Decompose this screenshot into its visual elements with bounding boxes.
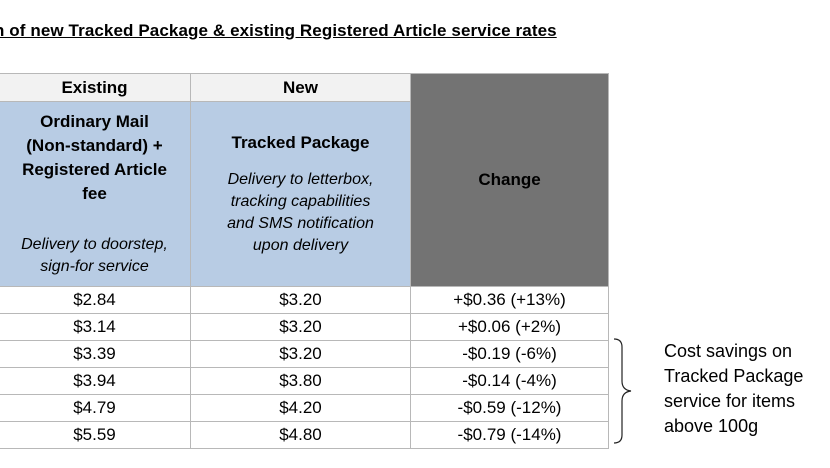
existing-service-note-2: sign-for service <box>40 258 149 275</box>
change-cell: -$0.19 (-6%) <box>410 340 609 368</box>
table-row: $3.39 $3.20 -$0.19 (-6%) <box>0 340 609 368</box>
existing-service-description: Ordinary Mail (Non-standard) + Registere… <box>0 101 191 287</box>
note-line-2: Tracked Package <box>664 366 804 386</box>
new-service-note-1: Delivery to letterbox, <box>227 171 374 188</box>
existing-service-line-4: fee <box>82 184 107 203</box>
table-row: $3.14 $3.20 +$0.06 (+2%) <box>0 313 609 341</box>
new-service-note-3: and SMS notification <box>227 215 374 232</box>
change-cell: -$0.79 (-14%) <box>410 421 609 449</box>
existing-service-note-1: Delivery to doorstep, <box>21 236 168 253</box>
existing-rate-cell: $3.14 <box>0 313 191 341</box>
existing-rate-cell: $5.59 <box>0 421 191 449</box>
brace-path <box>613 338 632 444</box>
new-service-note-2: tracking capabilities <box>230 193 371 210</box>
cost-savings-note: Cost savings on Tracked Package service … <box>664 339 803 439</box>
change-column-header: Change <box>410 73 609 287</box>
new-service-note-4: upon delivery <box>252 237 349 254</box>
existing-rate-cell: $2.84 <box>0 286 191 314</box>
spacer <box>191 155 410 169</box>
new-rate-cell: $3.80 <box>190 367 411 395</box>
change-cell: -$0.14 (-4%) <box>410 367 609 395</box>
table-description-row: Ordinary Mail (Non-standard) + Registere… <box>0 101 609 287</box>
new-rate-cell: $4.80 <box>190 421 411 449</box>
new-rate-cell: $3.20 <box>190 313 411 341</box>
table-row: $3.94 $3.80 -$0.14 (-4%) <box>0 367 609 395</box>
document-title: n of new Tracked Package & existing Regi… <box>0 21 557 40</box>
new-service-title: Tracked Package <box>231 133 370 152</box>
note-line-1: Cost savings on <box>664 341 793 361</box>
new-service-description: Tracked Package Delivery to letterbox, t… <box>190 101 411 287</box>
existing-service-line-3: Registered Article <box>22 160 167 179</box>
existing-service-line-1: Ordinary Mail <box>40 112 149 131</box>
new-rate-cell: $3.20 <box>190 340 411 368</box>
existing-service-line-2: (Non-standard) + <box>26 136 163 155</box>
change-cell: +$0.36 (+13%) <box>410 286 609 314</box>
table-row: $4.79 $4.20 -$0.59 (-12%) <box>0 394 609 422</box>
existing-rate-cell: $3.94 <box>0 367 191 395</box>
spacer <box>0 206 190 234</box>
table-row: $5.59 $4.80 -$0.79 (-14%) <box>0 421 609 449</box>
rates-table: Existing New Change Ordinary Mail (Non-s… <box>0 73 609 449</box>
table-row: $2.84 $3.20 +$0.36 (+13%) <box>0 286 609 314</box>
table-header-row: Existing New Change <box>0 73 609 287</box>
note-line-3: service for items <box>664 391 796 411</box>
change-cell: -$0.59 (-12%) <box>410 394 609 422</box>
existing-rate-cell: $4.79 <box>0 394 191 422</box>
curly-brace-icon <box>613 338 632 444</box>
change-cell: +$0.06 (+2%) <box>410 313 609 341</box>
existing-rate-cell: $3.39 <box>0 340 191 368</box>
new-column-header: New <box>190 73 411 102</box>
new-rate-cell: $3.20 <box>190 286 411 314</box>
new-rate-cell: $4.20 <box>190 394 411 422</box>
note-line-4: above 100g <box>664 416 759 436</box>
existing-column-header: Existing <box>0 73 191 102</box>
